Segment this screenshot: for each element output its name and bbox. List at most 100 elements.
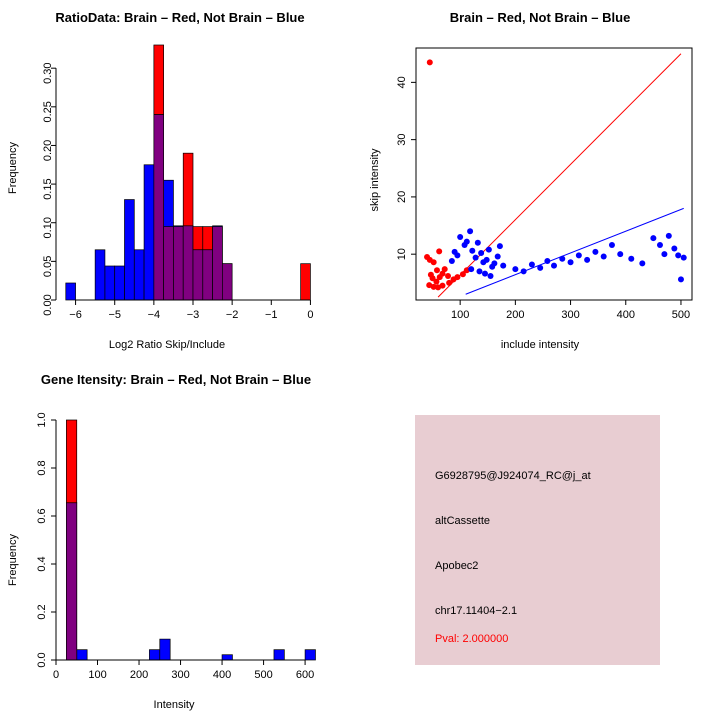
scatter-point bbox=[496, 243, 503, 250]
red-ref-line bbox=[437, 53, 682, 298]
scatter-point bbox=[500, 262, 507, 269]
scatter-point bbox=[478, 250, 485, 257]
x-tick-label: −3 bbox=[187, 309, 200, 321]
panel-intensity-scatter: Brain – Red, Not Brain – Blue 100 200 300 4… bbox=[360, 0, 720, 360]
histogram-bar-overlap bbox=[192, 249, 204, 301]
histogram-bar-blue bbox=[149, 649, 161, 661]
scatter-point bbox=[467, 228, 474, 235]
scatter-point bbox=[656, 242, 663, 249]
gene-histogram-xlabel: Intensity bbox=[154, 699, 195, 711]
x-tick-label: −1 bbox=[265, 309, 278, 321]
scatter-point bbox=[677, 276, 684, 283]
x-tick-label: 200 bbox=[130, 669, 148, 681]
scatter-point bbox=[680, 254, 687, 261]
histogram-bar-blue bbox=[76, 649, 88, 661]
scatter-point bbox=[584, 256, 591, 263]
blue-ref-line bbox=[465, 207, 684, 295]
info-probeset-id: G6928795@J924074_RC@j_at bbox=[435, 470, 591, 482]
scatter-point bbox=[476, 268, 483, 275]
scatter-point bbox=[494, 253, 501, 260]
scatter-ylabel: skip intensity bbox=[369, 148, 381, 211]
y-tick-label: 0.25 bbox=[42, 101, 54, 122]
scatter-point bbox=[433, 278, 440, 285]
histogram-bar-blue bbox=[114, 265, 125, 301]
info-pval: Pval: 2.000000 bbox=[435, 633, 509, 645]
histogram-bar-red bbox=[182, 152, 194, 227]
scatter-point bbox=[439, 270, 446, 277]
histogram-bar-blue bbox=[65, 282, 76, 301]
scatter-point bbox=[439, 282, 446, 289]
scatter-point bbox=[472, 254, 479, 261]
panel-ratio-histogram: RatioData: Brain – Red, Not Brain – Blue… bbox=[0, 0, 360, 360]
x-tick-label: 500 bbox=[672, 309, 690, 321]
scatter-point bbox=[512, 266, 519, 273]
y-tick-label: 20 bbox=[396, 191, 408, 203]
scatter-point bbox=[454, 274, 461, 281]
x-tick-label: 100 bbox=[88, 669, 106, 681]
gene-histogram-title: Gene Itensity: Brain – Red, Not Brain – … bbox=[41, 372, 311, 387]
x-tick-label: −4 bbox=[148, 309, 161, 321]
info-locus: chr17.11404−2.1 bbox=[435, 605, 518, 617]
scatter-point bbox=[617, 251, 624, 258]
gene-histogram-ylabel: Frequency bbox=[7, 534, 19, 586]
histogram-bar-red bbox=[153, 44, 164, 115]
x-tick-label: 600 bbox=[296, 669, 314, 681]
histogram-bar-red bbox=[202, 226, 213, 251]
histogram-bar-blue bbox=[304, 649, 316, 661]
scatter-point bbox=[474, 239, 481, 246]
scatter-point bbox=[441, 266, 448, 273]
histogram-bar-overlap bbox=[202, 249, 213, 301]
histogram-bar-red bbox=[66, 419, 78, 504]
ratio-histogram-title: RatioData: Brain – Red, Not Brain – Blue bbox=[55, 10, 304, 25]
scatter-title: Brain – Red, Not Brain – Blue bbox=[450, 10, 631, 25]
scatter-point bbox=[491, 260, 498, 267]
scatter-point bbox=[436, 248, 443, 255]
scatter-point bbox=[433, 267, 440, 274]
scatter-point bbox=[483, 256, 490, 263]
x-tick-label: 500 bbox=[254, 669, 272, 681]
histogram-bar-overlap bbox=[222, 263, 233, 301]
scatter-point bbox=[544, 258, 551, 265]
info-event-type: altCassette bbox=[435, 515, 491, 527]
y-tick-label: 0.00 bbox=[42, 294, 54, 315]
histogram-bar-blue bbox=[124, 199, 135, 301]
scatter-point bbox=[468, 266, 475, 273]
scatter-point bbox=[463, 238, 470, 245]
histogram-bar-blue bbox=[94, 249, 106, 301]
x-tick-label: −5 bbox=[108, 309, 121, 321]
histogram-bar-overlap bbox=[153, 114, 164, 301]
scatter-point bbox=[608, 242, 615, 249]
histogram-bar-blue bbox=[133, 249, 145, 301]
scatter-point bbox=[445, 272, 452, 279]
scatter-point bbox=[485, 246, 492, 253]
histogram-bar-overlap bbox=[66, 502, 78, 661]
y-tick-label: 0.30 bbox=[42, 62, 54, 83]
x-tick-label: 400 bbox=[213, 669, 231, 681]
scatter-point bbox=[520, 268, 527, 275]
x-tick-label: 100 bbox=[451, 309, 469, 321]
scatter-point bbox=[537, 264, 544, 271]
x-tick-label: 300 bbox=[171, 669, 189, 681]
scatter-point bbox=[600, 253, 607, 260]
y-tick-label: 0.10 bbox=[42, 217, 54, 238]
ratio-histogram-ylabel: Frequency bbox=[7, 142, 19, 194]
scatter-point bbox=[567, 259, 574, 266]
histogram-bar-blue bbox=[221, 654, 233, 661]
ratio-histogram-svg: RatioData: Brain – Red, Not Brain – Blue… bbox=[7, 10, 313, 351]
scatter-point bbox=[459, 271, 466, 278]
scatter-svg: Brain – Red, Not Brain – Blue 100 200 300 4… bbox=[369, 10, 693, 351]
histogram-bar-blue bbox=[159, 638, 171, 661]
histogram-bar-overlap bbox=[163, 226, 174, 301]
scatter-xlabel: include intensity bbox=[501, 339, 580, 351]
info-panel: G6928795@J924074_RC@j_at altCassette Apo… bbox=[415, 415, 660, 665]
scatter-point bbox=[559, 255, 566, 262]
y-tick-label: 10 bbox=[396, 248, 408, 260]
histogram-bar-red bbox=[192, 226, 204, 251]
panel-gene-histogram: Gene Itensity: Brain – Red, Not Brain – … bbox=[0, 360, 360, 720]
histogram-bar-blue bbox=[273, 649, 285, 661]
scatter-point bbox=[448, 258, 455, 265]
scatter-point bbox=[482, 270, 488, 277]
scatter-point bbox=[661, 251, 668, 258]
x-tick-label: 400 bbox=[617, 309, 635, 321]
scatter-point bbox=[671, 245, 678, 252]
